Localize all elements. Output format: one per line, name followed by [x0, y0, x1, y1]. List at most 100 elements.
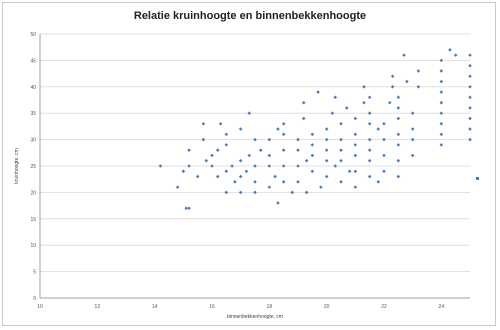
data-point [448, 48, 452, 52]
x-tick-labels: 10 12 14 16 18 20 22 24 [37, 304, 444, 310]
data-point [324, 148, 329, 152]
data-point [175, 185, 180, 189]
data-point [324, 137, 329, 142]
legend-swatch [476, 177, 479, 180]
data-point [184, 206, 188, 211]
data-point [382, 137, 386, 142]
data-point [215, 174, 220, 179]
data-point [195, 174, 200, 179]
data-point [367, 158, 372, 163]
data-point [468, 116, 472, 121]
legend [476, 177, 479, 180]
data-point [253, 164, 257, 168]
data-point [367, 137, 372, 142]
data-point [324, 158, 329, 163]
data-point [353, 143, 358, 147]
data-point [333, 164, 338, 168]
data-point [181, 169, 186, 174]
data-point [276, 201, 280, 205]
data-point [396, 132, 401, 137]
data-point [238, 174, 243, 179]
data-point [224, 132, 229, 137]
data-point [439, 132, 444, 137]
data-point [390, 85, 395, 89]
data-point [390, 74, 395, 79]
data-point [224, 143, 229, 147]
x-tick-label: 22 [381, 304, 387, 310]
data-point [405, 79, 409, 84]
data-point [468, 85, 472, 89]
data-point [367, 121, 372, 126]
data-point [253, 137, 257, 142]
data-point [330, 111, 335, 115]
x-tick-label: 14 [152, 304, 158, 310]
data-point [339, 158, 343, 163]
data-point [267, 137, 272, 142]
data-point [468, 137, 472, 142]
data-point [439, 58, 444, 63]
data-point [258, 148, 263, 152]
x-axis-title: binnenbekkenhoogte, cm [227, 314, 283, 320]
data-point [224, 169, 229, 174]
data-point [201, 121, 206, 126]
data-point [310, 169, 315, 174]
data-point [301, 116, 306, 121]
data-point [453, 53, 458, 57]
data-point [281, 164, 286, 168]
y-tick-label: 35 [30, 111, 36, 117]
data-point [267, 185, 272, 189]
data-point [324, 174, 329, 179]
data-point [396, 143, 401, 147]
data-point [468, 127, 472, 131]
data-point [396, 158, 401, 163]
data-point [439, 121, 444, 126]
data-point [439, 79, 444, 84]
data-point [238, 190, 243, 195]
data-point [367, 148, 372, 152]
data-point [347, 169, 352, 174]
data-point [238, 158, 243, 163]
data-point [267, 153, 272, 158]
data-point [396, 174, 401, 179]
data-point [439, 143, 444, 147]
data-point [439, 111, 444, 115]
data-point [382, 121, 386, 126]
data-point [247, 111, 252, 115]
data-point [273, 174, 277, 179]
data-point [267, 164, 272, 168]
data-points [158, 48, 472, 211]
data-point [333, 95, 338, 100]
data-point [281, 180, 286, 184]
data-point [468, 74, 472, 79]
data-point [304, 158, 309, 163]
y-tick-label: 20 [30, 190, 36, 196]
data-point [376, 127, 381, 131]
y-tick-label: 30 [30, 138, 36, 144]
data-point [468, 95, 472, 100]
x-tick-label: 10 [37, 304, 43, 310]
y-tick-label: 10 [30, 243, 36, 249]
data-point [468, 106, 472, 110]
data-point [416, 85, 421, 89]
data-point [339, 148, 343, 152]
data-point [281, 121, 286, 126]
data-point [367, 95, 372, 100]
data-point [344, 106, 349, 110]
data-point [310, 153, 315, 158]
data-point [296, 137, 300, 142]
data-point [204, 158, 209, 163]
data-point [382, 153, 386, 158]
y-tick-label: 0 [33, 296, 36, 302]
y-tick-label: 40 [30, 85, 36, 91]
data-point [253, 190, 257, 195]
data-point [410, 127, 415, 131]
data-point [215, 148, 220, 152]
data-point [396, 116, 401, 121]
data-point [439, 90, 444, 94]
y-tick-labels: 0 5 10 15 20 25 30 35 40 45 50 [30, 32, 36, 302]
x-tick-label: 18 [267, 304, 273, 310]
data-point [396, 95, 401, 100]
x-tick-label: 12 [95, 304, 101, 310]
data-point [187, 206, 191, 211]
